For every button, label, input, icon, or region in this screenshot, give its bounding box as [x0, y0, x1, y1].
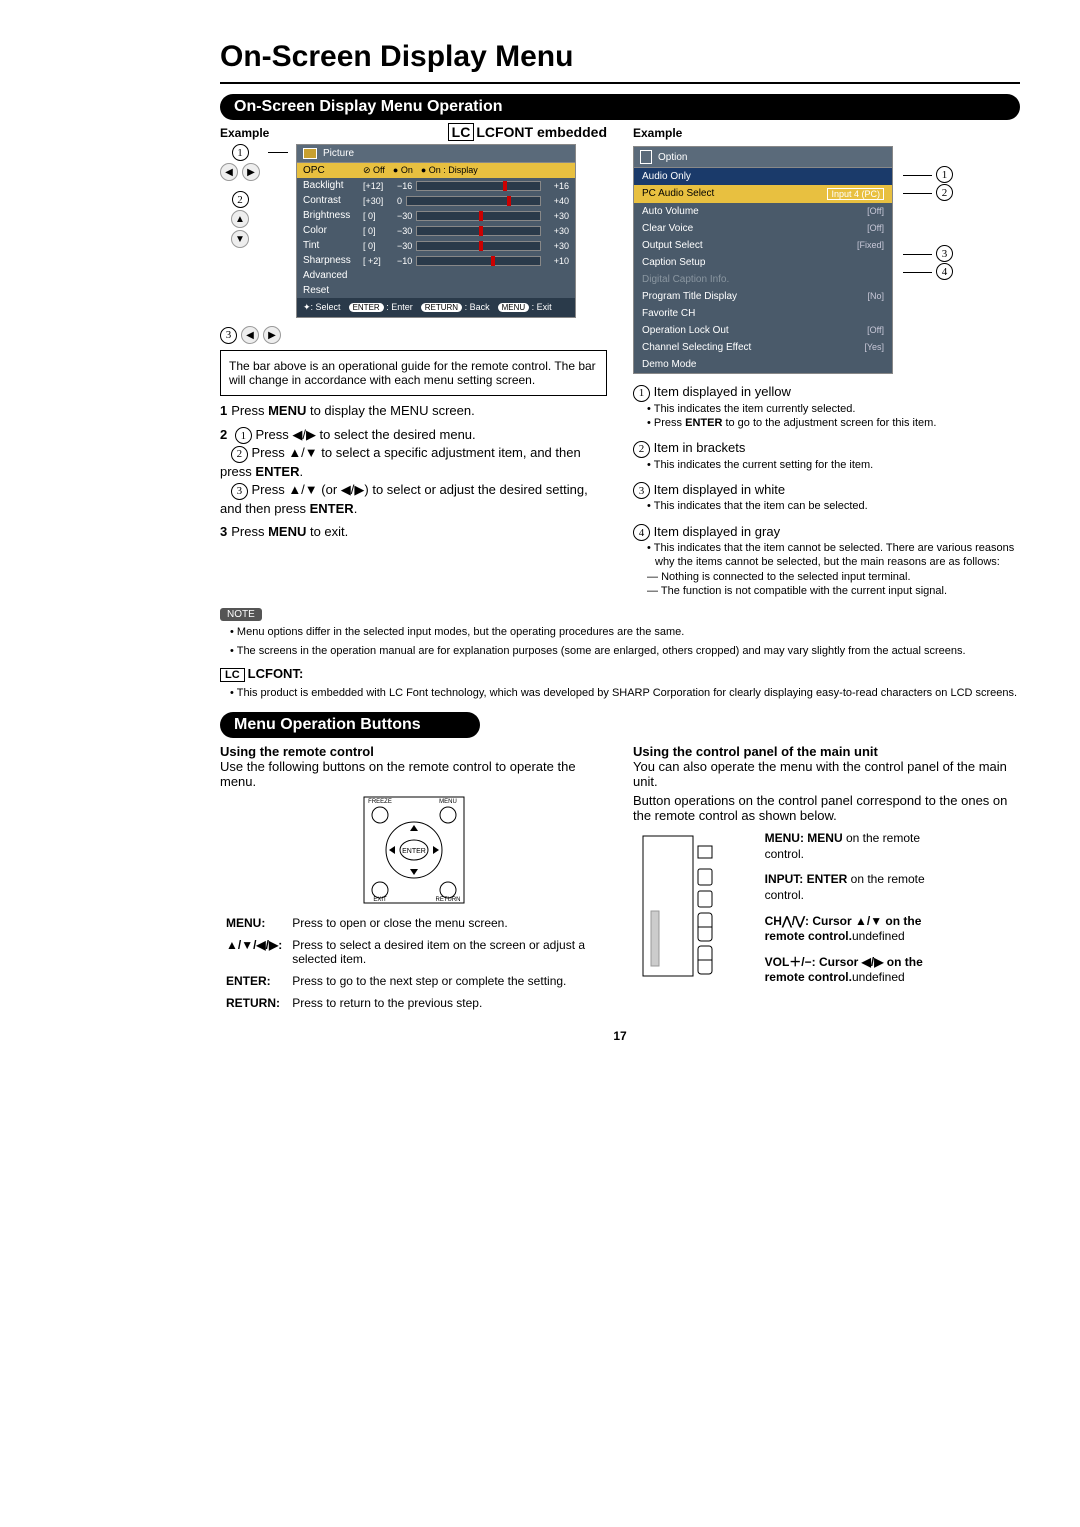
section-header-2: Menu Operation Buttons	[220, 712, 480, 738]
marker-3: 3	[220, 327, 237, 344]
marker-1: 1	[232, 144, 249, 161]
up-key-icon: ▲	[231, 210, 249, 228]
control-panel-diagram	[633, 831, 753, 981]
remote-heading: Using the remote control	[220, 744, 607, 759]
marker-r2: 2	[936, 184, 953, 201]
lcfont-heading: LCLCFONT:	[220, 666, 1020, 682]
panel-intro-1: You can also operate the menu with the c…	[633, 759, 1020, 789]
panel-button-descriptions: MENU: MENU on the remote control.INPUT: …	[765, 831, 945, 996]
svg-text:MENU: MENU	[439, 799, 457, 805]
panel-column: Using the control panel of the main unit…	[633, 744, 1020, 1015]
down-key-icon: ▼	[231, 230, 249, 248]
step-2: 2 1 Press ◀/▶ to select the desired menu…	[220, 426, 607, 518]
picture-icon	[303, 148, 317, 159]
svg-text:RETURN: RETURN	[435, 897, 460, 903]
marker-r1: 1	[936, 166, 953, 183]
left-key-icon: ◀	[220, 163, 238, 181]
svg-text:ENTER: ENTER	[402, 848, 426, 855]
remote-column: Using the remote control Use the followi…	[220, 744, 607, 1015]
panel-heading: Using the control panel of the main unit	[633, 744, 1020, 759]
right-column: Example Option Audio OnlyPC Audio Select…	[633, 126, 1020, 598]
left-key-icon-2: ◀	[241, 326, 259, 344]
svg-text:EXIT: EXIT	[373, 897, 387, 903]
left-column: Example LCLCFONT embedded 1 ◀▶ 2 ▲ ▼ Pic…	[220, 126, 607, 598]
remote-button-table: MENU:Press to open or close the menu scr…	[220, 911, 607, 1015]
picture-menu-footer: ✦: Select ENTER : Enter RETURN : Back ME…	[297, 298, 575, 317]
marker-r4: 4	[936, 263, 953, 280]
section-header-1: On-Screen Display Menu Operation	[220, 94, 1020, 120]
page-title: On-Screen Display Menu	[220, 40, 1020, 74]
page-number: 17	[220, 1029, 1020, 1043]
marker-r3: 3	[936, 245, 953, 262]
remote-intro: Use the following buttons on the remote …	[220, 759, 607, 789]
example-label-left: Example	[220, 126, 269, 140]
lcfont-embedded-label: LCLCFONT embedded	[220, 124, 607, 140]
right-key-icon-2: ▶	[263, 326, 281, 344]
option-icon	[640, 150, 652, 164]
picture-menu-panel: Picture OPC⊘ Off● On● On : DisplayBackli…	[296, 144, 576, 318]
option-panel: Option Audio OnlyPC Audio SelectInput 4 …	[633, 146, 893, 374]
right-key-icon: ▶	[242, 163, 260, 181]
step-3: 3Press MENU to exit.	[220, 523, 607, 541]
note-label: NOTE	[220, 608, 262, 621]
panel-intro-2: Button operations on the control panel c…	[633, 793, 1020, 823]
leader-line	[268, 152, 288, 153]
picture-menu-title: Picture	[323, 148, 354, 159]
option-panel-title: Option	[658, 152, 687, 163]
lcfont-note: This product is embedded with LC Font te…	[230, 686, 1020, 700]
note-1: Menu options differ in the selected inpu…	[230, 625, 1020, 639]
note-2: The screens in the operation manual are …	[230, 644, 1020, 658]
divider	[220, 82, 1020, 84]
example-label-right: Example	[633, 126, 1020, 140]
marker-2: 2	[232, 191, 249, 208]
guide-box: The bar above is an operational guide fo…	[220, 350, 607, 396]
remote-diagram: FREEZE MENU ENTER EXIT RETURN	[324, 795, 504, 905]
svg-text:FREEZE: FREEZE	[368, 799, 392, 805]
step-1: 1Press MENU to display the MENU screen.	[220, 402, 607, 420]
